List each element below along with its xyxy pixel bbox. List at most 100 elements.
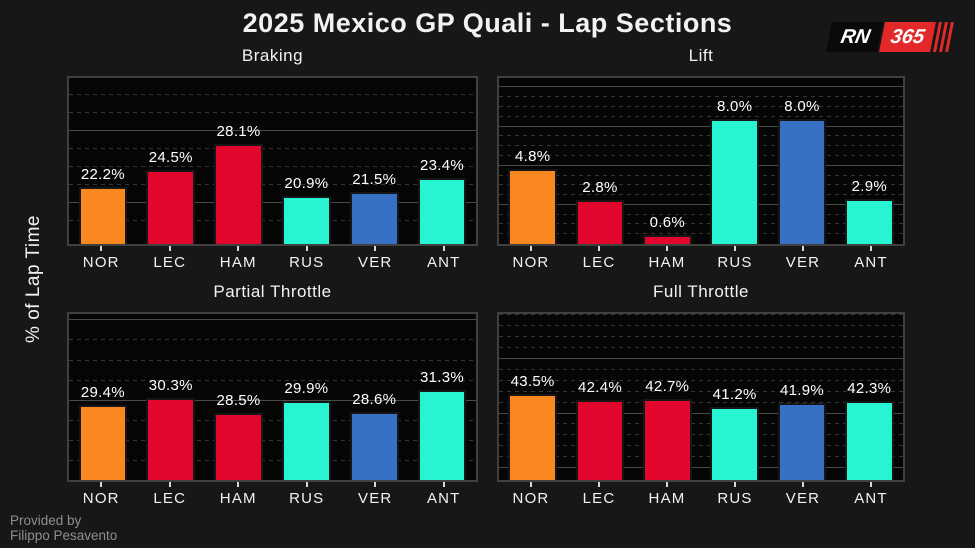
tick-mark-icon — [530, 482, 532, 487]
bar-braking-ham — [214, 144, 263, 244]
bar-lift-lec — [575, 200, 625, 244]
tick-mark-icon — [734, 482, 736, 487]
x-tick-label-ver: VER — [785, 490, 821, 507]
tick-mark-icon — [305, 246, 308, 251]
bar-slot-ant: 2.9% — [836, 78, 903, 244]
bar-slot-rus: 20.9% — [272, 78, 340, 244]
x-tick-label-ant: ANT — [854, 254, 888, 271]
bar-slot-rus: 29.9% — [272, 314, 340, 480]
bar-value-label-ant: 31.3% — [420, 369, 465, 387]
bar-partial-throttle-rus — [281, 401, 331, 480]
tick-mark-icon — [734, 246, 736, 251]
x-tick-label-ant: ANT — [854, 490, 888, 507]
bar-lift-rus — [710, 118, 759, 244]
bar-braking-lec — [146, 170, 196, 244]
chart-lift: Lift 4.8% 2.8% 0.6% 8.0% 8.0% 2.9% NOR LEC HAM RUS… — [497, 46, 905, 276]
tick-mark-icon — [802, 246, 804, 251]
bar-slot-nor: 29.4% — [69, 314, 137, 480]
tick-slot-rus: RUS — [273, 246, 342, 271]
tick-mark-icon — [870, 246, 872, 251]
tick-slot-nor: NOR — [497, 482, 565, 507]
chart-partial-throttle: Partial Throttle 29.4% 30.3% 28.5% 29.9% 28.6… — [67, 282, 478, 512]
tick-slot-rus: RUS — [701, 482, 769, 507]
bar-slot-ant: 42.3% — [836, 314, 903, 480]
tick-mark-icon — [442, 482, 445, 487]
bar-slot-ham: 28.5% — [205, 314, 273, 480]
tick-mark-icon — [305, 482, 308, 487]
bar-partial-throttle-lec — [146, 398, 196, 480]
gridline-minor — [499, 96, 903, 98]
plot-area-full-throttle: 43.5% 42.4% 42.7% 41.2% 41.9% 42.3% — [497, 312, 905, 482]
bar-slot-nor: 22.2% — [69, 78, 137, 244]
bar-slot-ant: 23.4% — [408, 78, 476, 244]
bar-full-throttle-rus — [710, 406, 759, 480]
bar-value-label-ham: 28.5% — [216, 391, 261, 409]
gridline-minor — [499, 233, 903, 235]
gridline-major — [499, 357, 903, 359]
y-axis-label: % of Lap Time — [23, 215, 44, 343]
gridline-minor — [499, 174, 903, 176]
x-axis-ticks-lift: NOR LEC HAM RUS VER ANT — [497, 246, 905, 271]
gridline-minor — [499, 434, 903, 436]
bar-slot-lec: 42.4% — [566, 314, 633, 480]
tick-mark-icon — [168, 482, 171, 487]
bar-value-label-nor: 43.5% — [510, 373, 555, 391]
x-axis-ticks-braking: NOR LEC HAM RUS VER ANT — [67, 246, 478, 271]
tick-slot-nor: NOR — [67, 246, 136, 271]
gridline-major — [499, 203, 903, 205]
tick-mark-icon — [374, 482, 377, 487]
x-tick-label-ham: HAM — [219, 254, 257, 271]
x-tick-label-ver: VER — [358, 490, 393, 507]
credit-line-2: Filippo Pesavento — [10, 528, 118, 543]
tick-slot-lec: LEC — [565, 246, 633, 271]
x-axis-ticks-partial-throttle: NOR LEC HAM RUS VER ANT — [67, 482, 478, 507]
gridline-minor — [69, 459, 476, 461]
bar-braking-ant — [417, 178, 467, 244]
bar-slot-ver: 28.6% — [340, 314, 408, 480]
bar-full-throttle-ver — [777, 403, 827, 480]
tick-mark-icon — [237, 482, 240, 487]
x-tick-label-ver: VER — [358, 254, 393, 271]
x-tick-label-lec: LEC — [582, 490, 616, 507]
gridline-minor — [499, 335, 903, 337]
gridline-major — [499, 164, 903, 166]
gridline-minor — [69, 183, 476, 185]
bar-lift-ham — [643, 234, 692, 244]
bar-partial-throttle-ant — [417, 390, 467, 480]
bar-value-label-lec: 30.3% — [148, 377, 193, 395]
tick-mark-icon — [168, 246, 171, 251]
page-title: 2025 Mexico GP Quali - Lap Sections — [242, 8, 733, 38]
chart-title-full-throttle: Full Throttle — [653, 282, 749, 301]
bar-value-label-ver: 28.6% — [352, 390, 397, 408]
tick-mark-icon — [374, 246, 377, 251]
gridline-minor — [499, 445, 903, 447]
bars-lift: 4.8% 2.8% 0.6% 8.0% 8.0% 2.9% — [499, 78, 903, 244]
gridline-minor — [499, 390, 903, 392]
chart-full-throttle: Full Throttle 43.5% 42.4% 42.7% 41.2% 41.9% 42… — [497, 282, 905, 512]
tick-slot-lec: LEC — [136, 482, 205, 507]
tick-slot-ant: ANT — [410, 246, 479, 271]
bars-partial-throttle: 29.4% 30.3% 28.5% 29.9% 28.6% 31.3% — [69, 314, 476, 480]
x-tick-label-rus: RUS — [289, 254, 325, 271]
tick-mark-icon — [442, 246, 445, 251]
gridline-minor — [499, 184, 903, 186]
bar-lift-ant — [845, 198, 894, 244]
tick-mark-icon — [802, 482, 804, 487]
gridline-minor — [499, 423, 903, 425]
gridline-minor — [69, 439, 476, 441]
tick-slot-ant: ANT — [837, 246, 905, 271]
bar-value-label-rus: 8.0% — [716, 97, 753, 115]
chart-braking: Braking 22.2% 24.5% 28.1% 20.9% 21.5% 23.4% NOR… — [67, 46, 478, 276]
bar-value-label-ham: 42.7% — [645, 377, 690, 395]
tick-slot-ver: VER — [341, 482, 410, 507]
credit-line-1: Provided by — [10, 513, 82, 528]
tick-slot-ver: VER — [341, 246, 410, 271]
x-tick-label-ham: HAM — [648, 490, 686, 507]
x-tick-label-lec: LEC — [582, 254, 616, 271]
tick-mark-icon — [530, 246, 532, 251]
gridline-major — [499, 86, 903, 88]
bar-lift-ver — [777, 118, 827, 244]
gridline-minor — [499, 324, 903, 326]
x-tick-label-rus: RUS — [289, 490, 325, 507]
bar-full-throttle-lec — [575, 400, 625, 480]
